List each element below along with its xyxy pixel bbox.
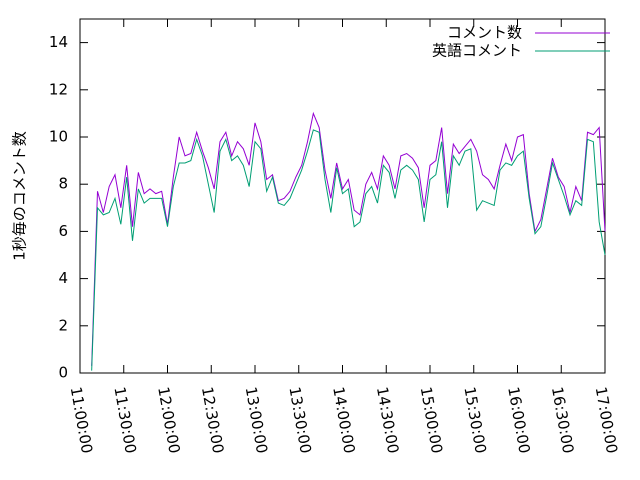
y-tick-label: 2 xyxy=(58,316,68,334)
x-tick-label: 14:00:00 xyxy=(329,385,358,454)
x-tick-label: 12:00:00 xyxy=(154,385,183,454)
x-tick-label: 12:30:00 xyxy=(198,385,227,454)
legend-label: 英語コメント xyxy=(432,42,522,60)
y-tick-label: 0 xyxy=(58,364,68,382)
series-line xyxy=(91,111,606,366)
y-tick-label: 14 xyxy=(49,33,68,51)
x-tick-label: 16:00:00 xyxy=(504,385,533,454)
y-axis-label: 1秒毎のコメント数 xyxy=(11,131,29,261)
x-tick-label: 14:30:00 xyxy=(373,385,402,454)
y-tick-label: 10 xyxy=(49,128,68,146)
x-tick-label: 17:00:00 xyxy=(592,385,621,454)
y-tick-label: 4 xyxy=(58,269,68,287)
x-tick-label: 11:00:00 xyxy=(67,385,96,454)
x-tick-label: 16:30:00 xyxy=(548,385,577,454)
plot-border xyxy=(79,18,606,374)
series-line xyxy=(91,129,606,371)
y-tick-label: 6 xyxy=(58,222,68,240)
x-tick-label: 15:00:00 xyxy=(417,385,446,454)
x-tick-label: 15:30:00 xyxy=(460,385,489,454)
x-tick-label: 13:30:00 xyxy=(285,385,314,454)
y-tick-label: 8 xyxy=(58,175,68,193)
x-tick-label: 13:00:00 xyxy=(242,385,271,454)
x-tick-label: 11:30:00 xyxy=(110,385,139,454)
y-tick-label: 12 xyxy=(49,80,68,98)
legend-label: コメント数 xyxy=(447,24,522,42)
